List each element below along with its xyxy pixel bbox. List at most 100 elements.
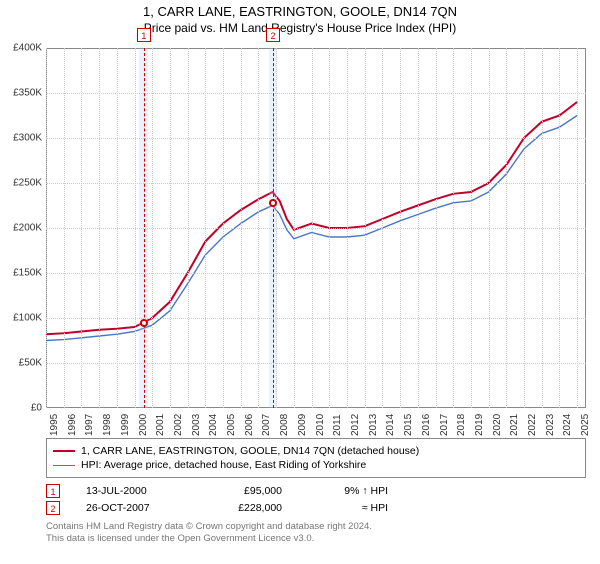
- marker-date: 26-OCT-2007: [86, 502, 186, 514]
- legend-swatch: [53, 465, 75, 466]
- x-axis-label: 1995: [49, 414, 60, 436]
- y-axis-label: £300K: [2, 133, 42, 144]
- gridline-h: [46, 273, 586, 274]
- x-axis-label: 2017: [439, 414, 450, 436]
- marker-date: 13-JUL-2000: [86, 485, 186, 497]
- marker-id-box: 1: [46, 484, 60, 498]
- gridline-v: [471, 48, 472, 408]
- x-axis-label: 2021: [509, 414, 520, 436]
- x-axis-label: 2010: [315, 414, 326, 436]
- x-axis-label: 2019: [474, 414, 485, 436]
- x-axis-label: 2002: [173, 414, 184, 436]
- gridline-v: [205, 48, 206, 408]
- footer-line: Contains HM Land Registry data © Crown c…: [46, 521, 372, 532]
- x-axis-label: 2015: [403, 414, 414, 436]
- gridline-v: [329, 48, 330, 408]
- marker-data-row: 1 13-JUL-2000 £95,000 9% ↑ HPI: [46, 484, 586, 498]
- x-axis-label: 2024: [562, 414, 573, 436]
- x-axis-label: 2022: [527, 414, 538, 436]
- marker-price: £95,000: [212, 485, 282, 497]
- chart-area: £0£50K£100K£150K£200K£250K£300K£350K£400…: [46, 48, 586, 408]
- x-axis-label: 2013: [368, 414, 379, 436]
- marker-data-row: 2 26-OCT-2007 £228,000 ≈ HPI: [46, 501, 586, 515]
- gridline-v: [170, 48, 171, 408]
- x-axis-label: 2014: [385, 414, 396, 436]
- x-axis-label: 2011: [332, 414, 343, 436]
- gridline-v: [347, 48, 348, 408]
- legend-row: HPI: Average price, detached house, East…: [53, 459, 579, 471]
- gridline-h: [46, 183, 586, 184]
- x-axis-label: 2000: [138, 414, 149, 436]
- gridline-v: [81, 48, 82, 408]
- marker-dot: [140, 319, 148, 327]
- gridline-v: [453, 48, 454, 408]
- gridline-v: [152, 48, 153, 408]
- x-axis-label: 1996: [67, 414, 78, 436]
- gridline-v: [365, 48, 366, 408]
- footer-note: Contains HM Land Registry data © Crown c…: [46, 521, 586, 545]
- x-axis-label: 2006: [244, 414, 255, 436]
- legend-label: HPI: Average price, detached house, East…: [81, 459, 366, 471]
- marker-label-box: 2: [266, 28, 280, 42]
- gridline-v: [489, 48, 490, 408]
- x-axis-label: 1998: [102, 414, 113, 436]
- legend-label: 1, CARR LANE, EASTRINGTON, GOOLE, DN14 7…: [81, 445, 419, 457]
- marker-id-box: 2: [46, 501, 60, 515]
- gridline-v: [542, 48, 543, 408]
- x-axis-label: 2016: [421, 414, 432, 436]
- gridline-v: [99, 48, 100, 408]
- gridline-v: [559, 48, 560, 408]
- y-axis-label: £350K: [2, 88, 42, 99]
- y-axis-label: £250K: [2, 178, 42, 189]
- gridline-v: [46, 48, 47, 408]
- x-axis-label: 2020: [492, 414, 503, 436]
- x-axis-label: 2003: [191, 414, 202, 436]
- gridline-v: [382, 48, 383, 408]
- x-axis-label: 2009: [297, 414, 308, 436]
- x-axis-label: 1997: [84, 414, 95, 436]
- x-axis-label: 2025: [580, 414, 591, 436]
- gridline-h: [46, 138, 586, 139]
- gridline-v: [577, 48, 578, 408]
- y-axis-label: £150K: [2, 268, 42, 279]
- gridline-h: [46, 363, 586, 364]
- legend: 1, CARR LANE, EASTRINGTON, GOOLE, DN14 7…: [46, 438, 586, 478]
- gridline-v: [64, 48, 65, 408]
- footer-line: This data is licensed under the Open Gov…: [46, 533, 314, 544]
- marker-line: [144, 48, 145, 408]
- y-axis-label: £200K: [2, 223, 42, 234]
- gridline-v: [117, 48, 118, 408]
- gridline-v: [294, 48, 295, 408]
- gridline-v: [223, 48, 224, 408]
- gridline-v: [506, 48, 507, 408]
- x-axis-label: 2023: [545, 414, 556, 436]
- gridline-h: [46, 93, 586, 94]
- chart-title: 1, CARR LANE, EASTRINGTON, GOOLE, DN14 7…: [0, 4, 600, 19]
- x-axis-label: 2005: [226, 414, 237, 436]
- gridline-h: [46, 228, 586, 229]
- gridline-v: [241, 48, 242, 408]
- x-axis-label: 2007: [261, 414, 272, 436]
- marker-pct: ≈ HPI: [308, 502, 388, 514]
- marker-line: [273, 48, 274, 408]
- x-axis-label: 2018: [456, 414, 467, 436]
- y-axis-label: £0: [2, 403, 42, 414]
- legend-row: 1, CARR LANE, EASTRINGTON, GOOLE, DN14 7…: [53, 445, 579, 457]
- x-axis-label: 2001: [155, 414, 166, 436]
- chart-subtitle: Price paid vs. HM Land Registry's House …: [0, 21, 600, 35]
- gridline-v: [524, 48, 525, 408]
- gridline-v: [312, 48, 313, 408]
- marker-pct: 9% ↑ HPI: [308, 485, 388, 497]
- gridline-v: [188, 48, 189, 408]
- y-axis-label: £400K: [2, 43, 42, 54]
- legend-swatch: [53, 450, 75, 452]
- marker-price: £228,000: [212, 502, 282, 514]
- gridline-v: [418, 48, 419, 408]
- gridline-v: [400, 48, 401, 408]
- y-axis-label: £50K: [2, 358, 42, 369]
- x-axis-label: 2008: [279, 414, 290, 436]
- marker-dot: [269, 199, 277, 207]
- gridline-h: [46, 318, 586, 319]
- marker-label-box: 1: [137, 28, 151, 42]
- gridline-v: [258, 48, 259, 408]
